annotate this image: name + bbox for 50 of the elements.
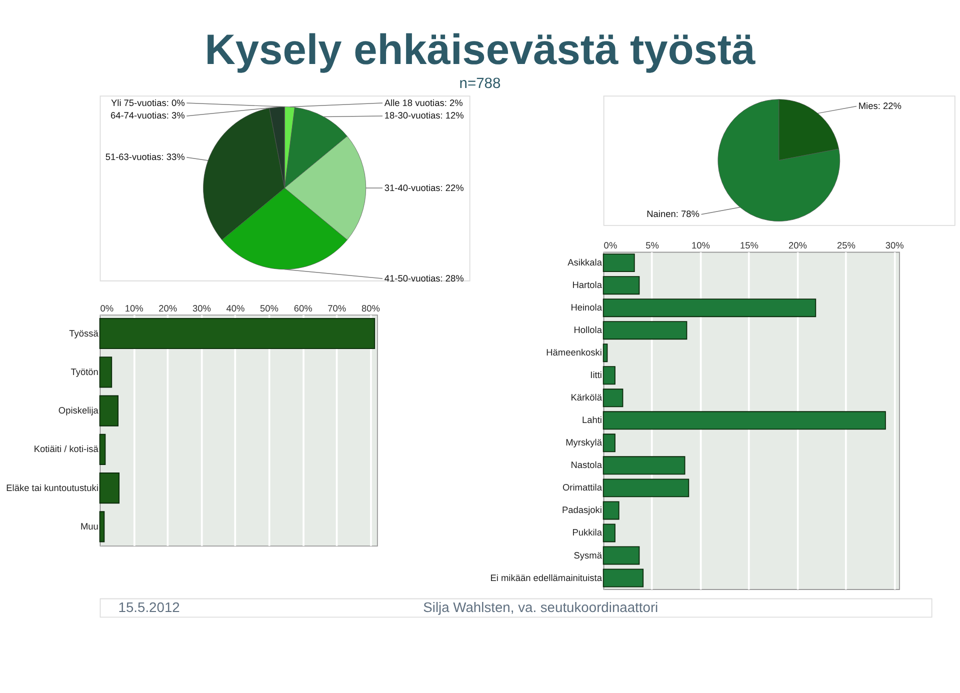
- x-tick-label: 10%: [124, 303, 144, 314]
- slice-label: 18-30-vuotias: 12%: [384, 110, 464, 121]
- x-tick-label: 0%: [604, 240, 618, 251]
- y-tick-label: Työssä: [69, 328, 100, 338]
- chart-title: Kysely ehkäisevästä työstä: [204, 26, 756, 74]
- y-tick-label: Lahti: [582, 415, 602, 426]
- y-tick-label: Työtön: [70, 366, 98, 377]
- x-tick-label: 5%: [646, 240, 659, 251]
- category-label: Yli 75-vuotias: 0%: [110, 98, 185, 108]
- slice-label: Nainen: 78%: [646, 209, 700, 220]
- y-tick-label: Sysmä: [574, 550, 603, 560]
- slice-label: 31-40-vuotias: 22%: [384, 182, 464, 193]
- x-tick-label: 50%: [260, 303, 278, 314]
- x-tick-label: 15%: [740, 240, 758, 251]
- y-tick-label: Muu: [80, 521, 98, 532]
- y-tick-label: Iitti: [590, 370, 602, 380]
- slice-label: 51-63-vuotias: 33%: [105, 152, 185, 162]
- y-tick-label: Asikkala: [568, 258, 603, 268]
- y-tick-label: Kotiäiti / koti-isä: [34, 444, 100, 454]
- x-tick-label: 20%: [158, 303, 178, 314]
- slice-label: Alle 18 vuotias: 2%: [384, 98, 463, 108]
- slice-label: Mies: 22%: [858, 100, 902, 111]
- y-tick-label: Myrskylä: [566, 438, 603, 448]
- y-tick-label: Hollola: [574, 325, 603, 336]
- y-tick-label: Hämeenkoski: [546, 348, 602, 358]
- x-tick-label: 20%: [788, 240, 807, 251]
- y-tick-label: Heinola: [570, 302, 603, 313]
- text: Silja Wahlsten, va. seutukoordinaattori: [423, 599, 658, 616]
- x-tick-label: 60%: [294, 303, 312, 314]
- y-tick-label: Orimattila: [562, 482, 603, 493]
- y-tick-label: Eläke tai kuntoutustuki: [6, 482, 98, 493]
- y-tick-label: Padasjoki: [562, 505, 602, 516]
- y-tick-label: Opiskelija: [58, 406, 100, 416]
- y-tick-label: Nastola: [570, 460, 603, 470]
- y-tick-label: Ei mikään edellämainituista: [490, 572, 603, 583]
- slice-label: 64-74-vuotias: 3%: [110, 110, 185, 121]
- chart-subtitle: n=788: [459, 76, 501, 92]
- slice-label: 41-50-vuotias: 28%: [384, 273, 464, 284]
- y-tick-label: Hartola: [572, 280, 603, 290]
- x-tick-label: 30%: [192, 303, 211, 314]
- x-tick-label: 25%: [836, 240, 856, 251]
- text: 15.5.2012: [118, 599, 180, 616]
- x-tick-label: 30%: [885, 240, 904, 251]
- y-tick-label: Kärkölä: [570, 392, 603, 403]
- x-tick-label: 0%: [100, 303, 114, 314]
- x-tick-label: 40%: [226, 303, 245, 314]
- x-tick-label: 10%: [692, 240, 710, 251]
- x-tick-label: 70%: [328, 303, 346, 314]
- x-tick-label: 80%: [361, 303, 380, 314]
- y-tick-label: Pukkila: [572, 528, 603, 538]
